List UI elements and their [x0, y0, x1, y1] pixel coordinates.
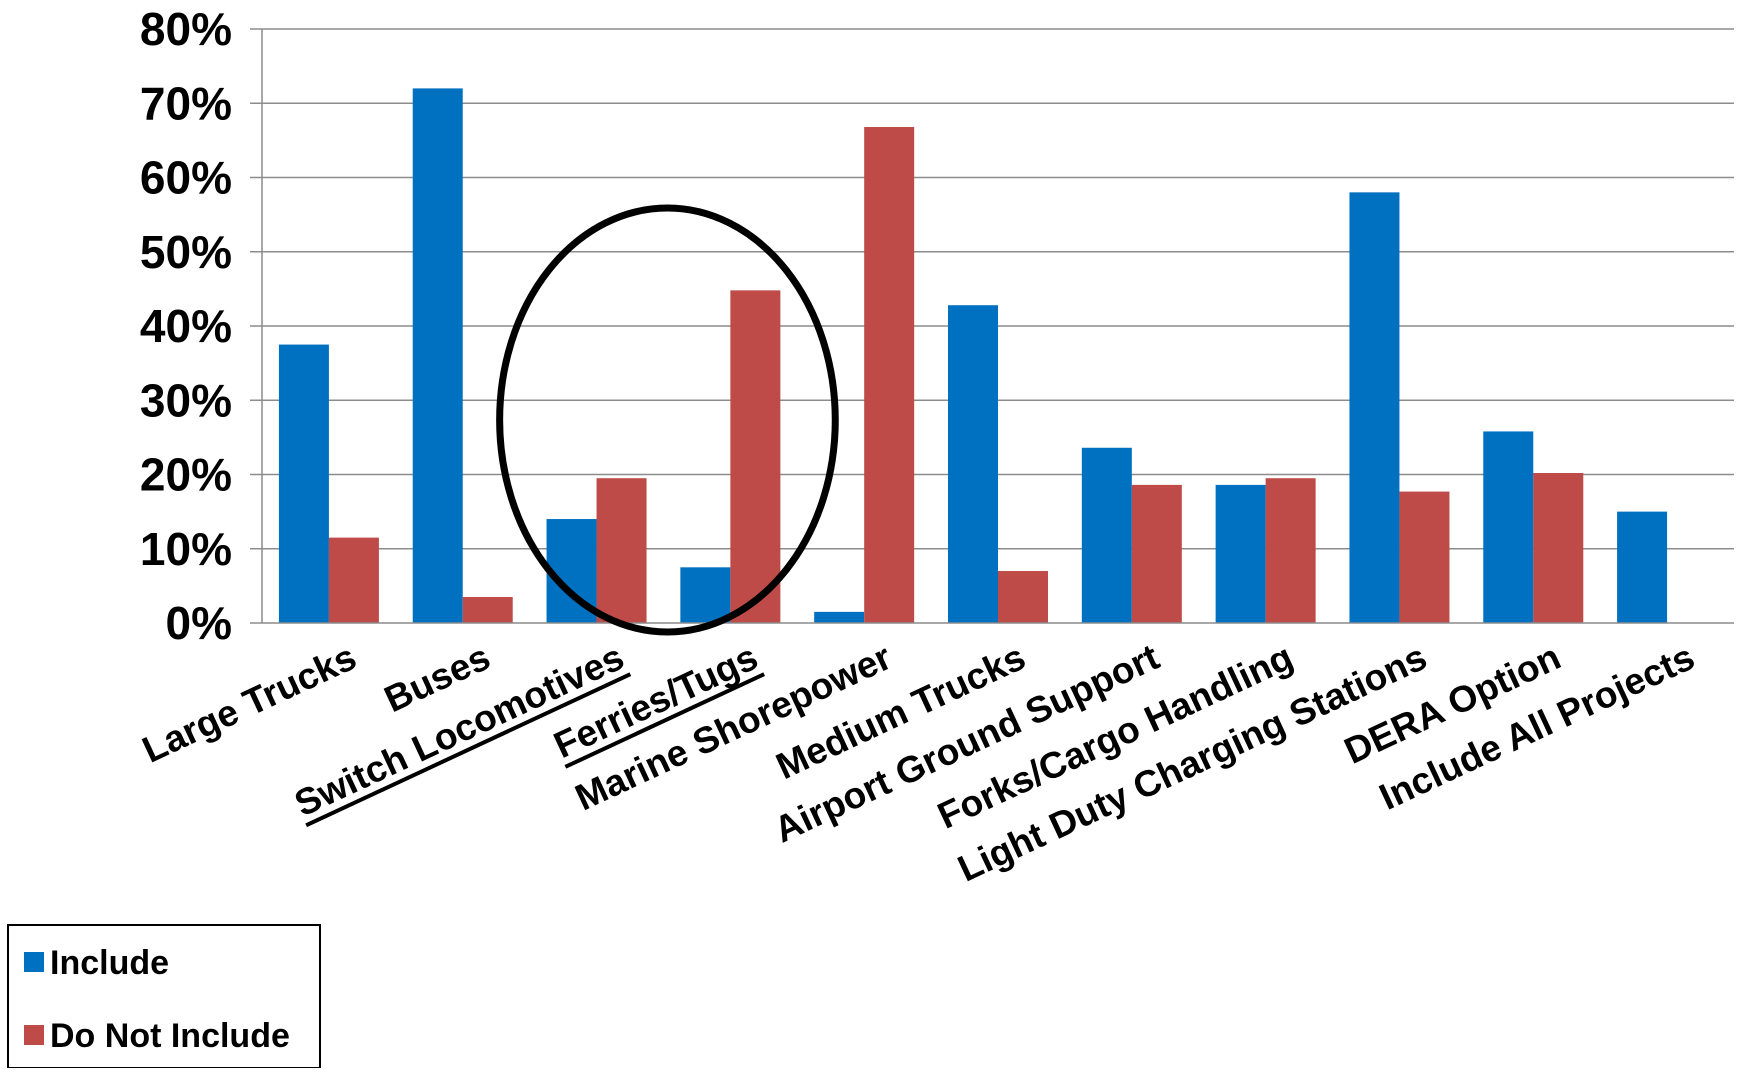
bar-do-not-include — [730, 290, 781, 623]
y-tick-label: 30% — [140, 374, 232, 426]
bar-do-not-include — [998, 571, 1048, 623]
bar-include — [948, 305, 998, 623]
x-tick-label: Large Trucks — [136, 636, 362, 771]
legend-box — [7, 924, 321, 1069]
y-tick-label: 20% — [140, 449, 232, 501]
bars — [278, 88, 1668, 623]
bar-do-not-include — [462, 597, 513, 623]
bar-include — [814, 611, 865, 623]
bar-include — [1617, 511, 1668, 623]
bar-include — [278, 344, 329, 623]
bar-include — [1081, 447, 1132, 623]
bar-do-not-include — [1533, 473, 1584, 623]
legend-swatch — [24, 952, 44, 972]
bar-do-not-include — [328, 537, 379, 623]
legend-label: Do Not Include — [50, 1017, 290, 1055]
y-tick-label: 60% — [140, 152, 232, 204]
bar-do-not-include — [1131, 484, 1182, 623]
highlight-annotation — [496, 204, 839, 636]
highlight-ellipse — [496, 204, 839, 636]
x-tick-label-text: Large Trucks — [136, 636, 362, 771]
y-tick-label: 0% — [166, 597, 232, 649]
x-tick-underline — [305, 672, 632, 828]
legend-swatch — [24, 1025, 44, 1045]
axes — [250, 28, 1734, 624]
y-tick-label: 50% — [140, 226, 232, 278]
bar-do-not-include — [864, 127, 915, 623]
y-tick-label: 80% — [140, 3, 232, 55]
x-tick-underline — [564, 672, 766, 769]
bar-include — [1215, 484, 1266, 623]
legend: Include Do Not Include — [7, 924, 321, 1069]
bar-include — [1483, 431, 1534, 623]
bar-include — [680, 567, 731, 623]
y-tick-label: 70% — [140, 77, 232, 129]
bar-include — [1349, 192, 1400, 623]
y-tick-labels: 0% 10% 20% 30% 40% 50% 60% 70% 80% — [140, 3, 232, 649]
bar-do-not-include — [1265, 478, 1316, 623]
bar-do-not-include — [596, 478, 647, 623]
y-tick-label: 10% — [140, 523, 232, 575]
bar-do-not-include — [1399, 491, 1450, 623]
y-tick-label: 40% — [140, 300, 232, 352]
legend-label: Include — [50, 944, 169, 982]
bar-include — [412, 88, 463, 623]
